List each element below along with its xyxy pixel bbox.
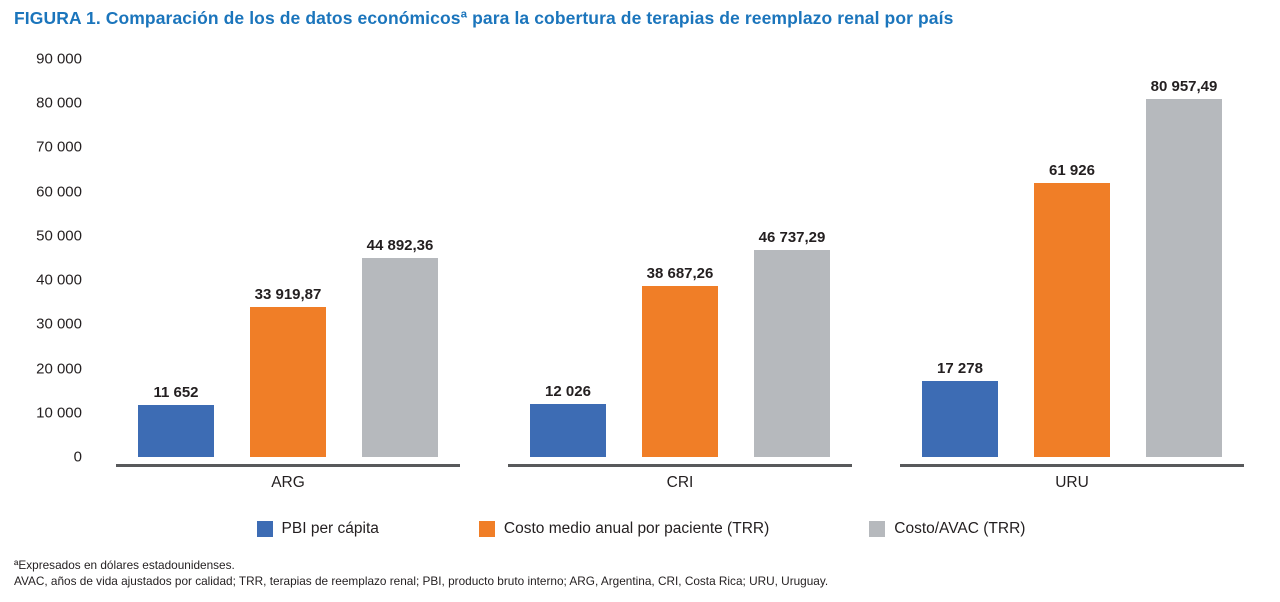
category-label: URU [1055,474,1089,491]
legend-swatch [256,521,273,537]
bar-value-label: 12 026 [545,383,591,400]
legend-swatch [478,521,495,537]
bar-value-label: 17 278 [937,360,983,377]
plot-area: 11 652 33 919,87 44 892,36 12 026 38 687,26 4… [92,59,1268,457]
bar-column: 33 919,87 [250,59,326,457]
category-label: ARG [271,474,305,491]
bar [1034,183,1110,457]
bar-value-label: 33 919,87 [254,286,322,303]
bar-value-label: 38 687,26 [646,265,714,282]
category-axis-line [899,464,1245,467]
y-tick-label: 90 000 [36,50,82,68]
category-footer: ARG [92,457,484,492]
bar [642,286,718,457]
bar-column: 61 926 [1034,59,1110,457]
x-axis: ARG CRI URU [92,457,1268,492]
bar-value-label: 44 892,36 [366,237,434,254]
bar-column: 80 957,49 [1146,59,1222,457]
bar [250,307,326,457]
footnote-abbreviations: AVAC, años de vida ajustados por calidad… [14,573,829,588]
legend-item: PBI per cápita [256,520,379,538]
y-tick-label: 50 000 [36,227,82,245]
bar-column: 11 652 [138,59,214,457]
figure-title: FIGURA 1. Comparación de los de datos ec… [14,8,954,28]
bar [530,404,606,457]
y-tick-label: 70 000 [36,138,82,156]
y-axis: 0 10 000 20 000 30 000 40 000 50 000 60 000 70 … [14,51,92,466]
footnotes: ªExpresados en dólares estadounidenses. … [14,558,1268,590]
bar-column: 17 278 [922,59,998,457]
bar-column: 12 026 [530,59,606,457]
bar-column: 38 687,26 [642,59,718,457]
category-footer: URU [876,457,1268,492]
footnote-currency: ªExpresados en dólares estadounidenses. [14,558,235,572]
category-footer: CRI [484,457,876,492]
legend-item: Costo/AVAC (TRR) [869,520,1025,538]
bar-group-uru: 17 278 61 926 80 957,49 [876,59,1268,457]
bar-value-label: 11 652 [153,384,199,401]
legend-item: Costo medio anual por paciente (TRR) [478,520,770,538]
bar-chart: 0 10 000 20 000 30 000 40 000 50 000 60 000 70 … [14,51,1268,466]
bar [1146,99,1222,457]
bar-group-cri: 12 026 38 687,26 46 737,29 [484,59,876,457]
bar [922,381,998,457]
bar-column: 46 737,29 [754,59,830,457]
bar-value-label: 46 737,29 [758,229,826,246]
legend-label: Costo/AVAC (TRR) [894,520,1026,537]
legend-label: Costo medio anual por paciente (TRR) [503,520,770,537]
bar-group-arg: 11 652 33 919,87 44 892,36 [92,59,484,457]
legend-swatch [869,521,886,537]
bar [362,258,438,457]
category-axis-line [115,464,461,467]
y-tick-label: 40 000 [36,271,82,289]
category-label: CRI [666,474,694,491]
bar-value-label: 61 926 [1049,162,1095,179]
bar-value-label: 80 957,49 [1150,78,1218,95]
y-tick-label: 10 000 [36,404,82,422]
y-tick-label: 20 000 [36,360,82,378]
legend: PBI per cápita Costo medio anual por paci… [14,520,1268,538]
bar [138,405,214,457]
legend-label: PBI per cápita [281,520,379,537]
category-axis-line [507,464,853,467]
bar [754,250,830,457]
y-tick-label: 0 [73,448,82,466]
y-tick-label: 80 000 [36,94,82,112]
y-tick-label: 30 000 [36,315,82,333]
bar-column: 44 892,36 [362,59,438,457]
y-tick-label: 60 000 [36,183,82,201]
